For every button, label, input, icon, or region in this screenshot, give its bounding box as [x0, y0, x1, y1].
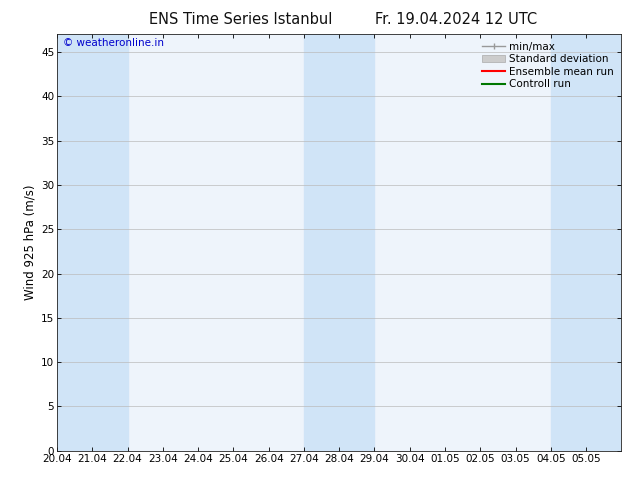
Bar: [304, 34, 375, 451]
Y-axis label: Wind 925 hPa (m/s): Wind 925 hPa (m/s): [24, 185, 37, 300]
Legend: min/max, Standard deviation, Ensemble mean run, Controll run: min/max, Standard deviation, Ensemble me…: [480, 40, 616, 92]
Bar: [57, 34, 127, 451]
Text: Fr. 19.04.2024 12 UTC: Fr. 19.04.2024 12 UTC: [375, 12, 538, 27]
Text: ENS Time Series Istanbul: ENS Time Series Istanbul: [149, 12, 333, 27]
Bar: [551, 34, 621, 451]
Text: © weatheronline.in: © weatheronline.in: [63, 38, 164, 49]
